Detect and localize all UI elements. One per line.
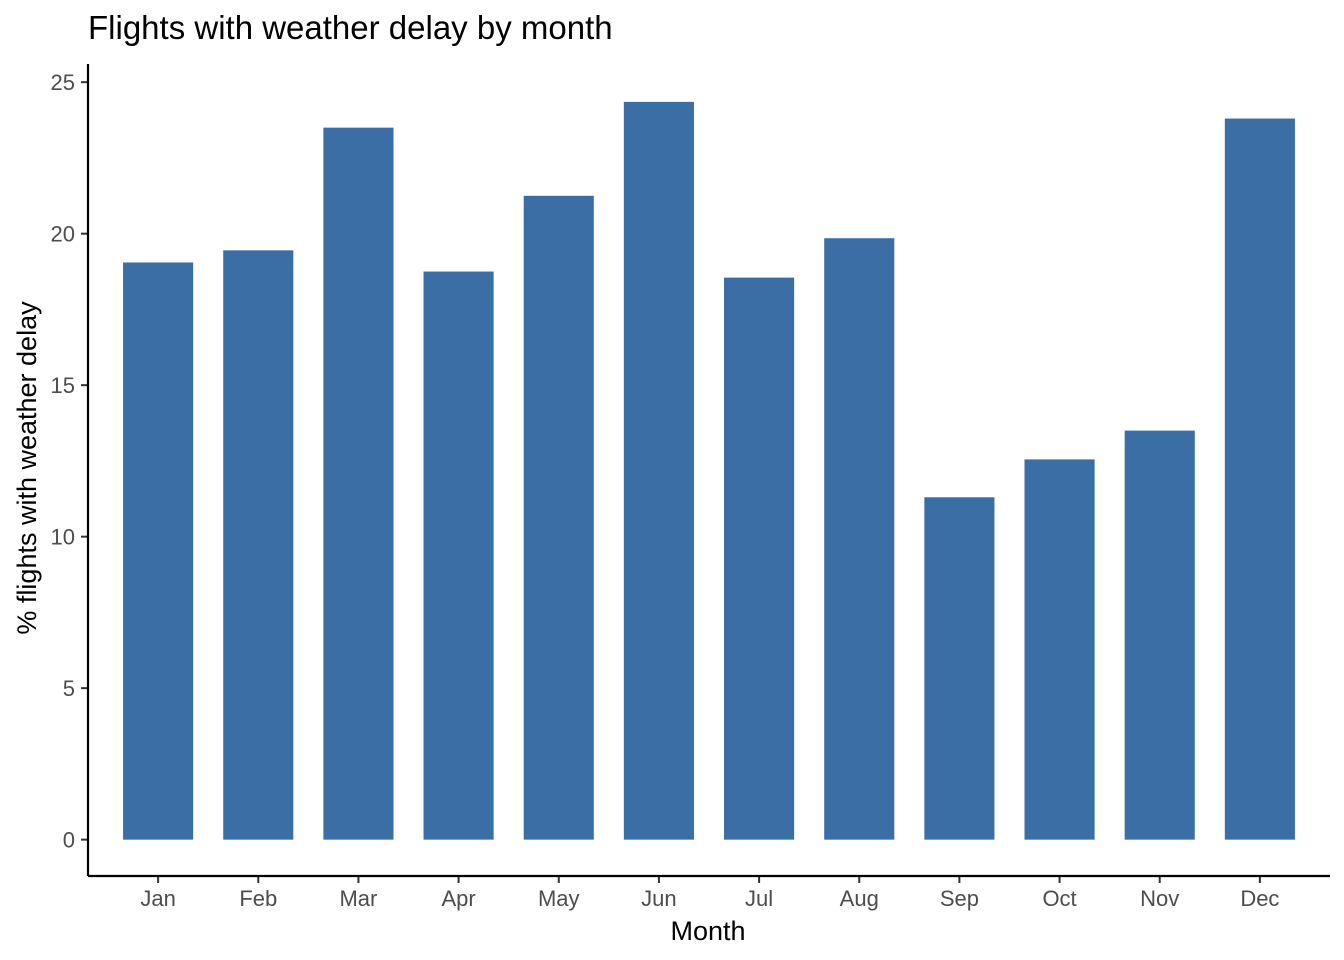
bars-group — [123, 101, 1295, 840]
bar-jul — [724, 277, 795, 840]
y-tick-label: 25 — [51, 70, 75, 95]
y-tick-label: 0 — [63, 828, 75, 853]
bar-jan — [123, 262, 194, 840]
bar-aug — [824, 238, 895, 840]
y-tick-label: 5 — [63, 676, 75, 701]
bar-nov — [1124, 430, 1195, 840]
x-tick-label-aug: Aug — [840, 886, 879, 911]
bar-feb — [223, 250, 294, 840]
y-axis-ticks: 0 5 10 15 20 25 — [51, 70, 88, 853]
x-tick-label-mar: Mar — [339, 886, 377, 911]
y-tick-label: 10 — [51, 525, 75, 550]
y-tick-label: 15 — [51, 373, 75, 398]
bar-dec — [1224, 118, 1295, 840]
x-tick-label-jan: Jan — [140, 886, 175, 911]
x-tick-label-nov: Nov — [1140, 886, 1179, 911]
chart-title: Flights with weather delay by month — [88, 9, 613, 46]
y-tick-label: 20 — [51, 222, 75, 247]
y-axis-title: % flights with weather delay — [12, 301, 42, 635]
x-tick-label-feb: Feb — [239, 886, 277, 911]
bar-jun — [623, 101, 694, 840]
x-tick-label-dec: Dec — [1240, 886, 1279, 911]
x-tick-label-sep: Sep — [940, 886, 979, 911]
x-axis-ticks: Jan Feb Mar Apr May Jun Jul Aug Sep Oct Nov Dec — [140, 876, 1279, 911]
bar-apr — [423, 271, 494, 840]
bar-sep — [924, 497, 995, 840]
bar-may — [523, 195, 594, 840]
bar-oct — [1024, 459, 1095, 840]
x-tick-label-may: May — [538, 886, 580, 911]
x-tick-label-jul: Jul — [745, 886, 773, 911]
x-tick-label-apr: Apr — [441, 886, 475, 911]
x-tick-label-jun: Jun — [641, 886, 676, 911]
x-axis-title: Month — [670, 916, 745, 946]
x-tick-label-oct: Oct — [1042, 886, 1076, 911]
bar-mar — [323, 127, 394, 840]
